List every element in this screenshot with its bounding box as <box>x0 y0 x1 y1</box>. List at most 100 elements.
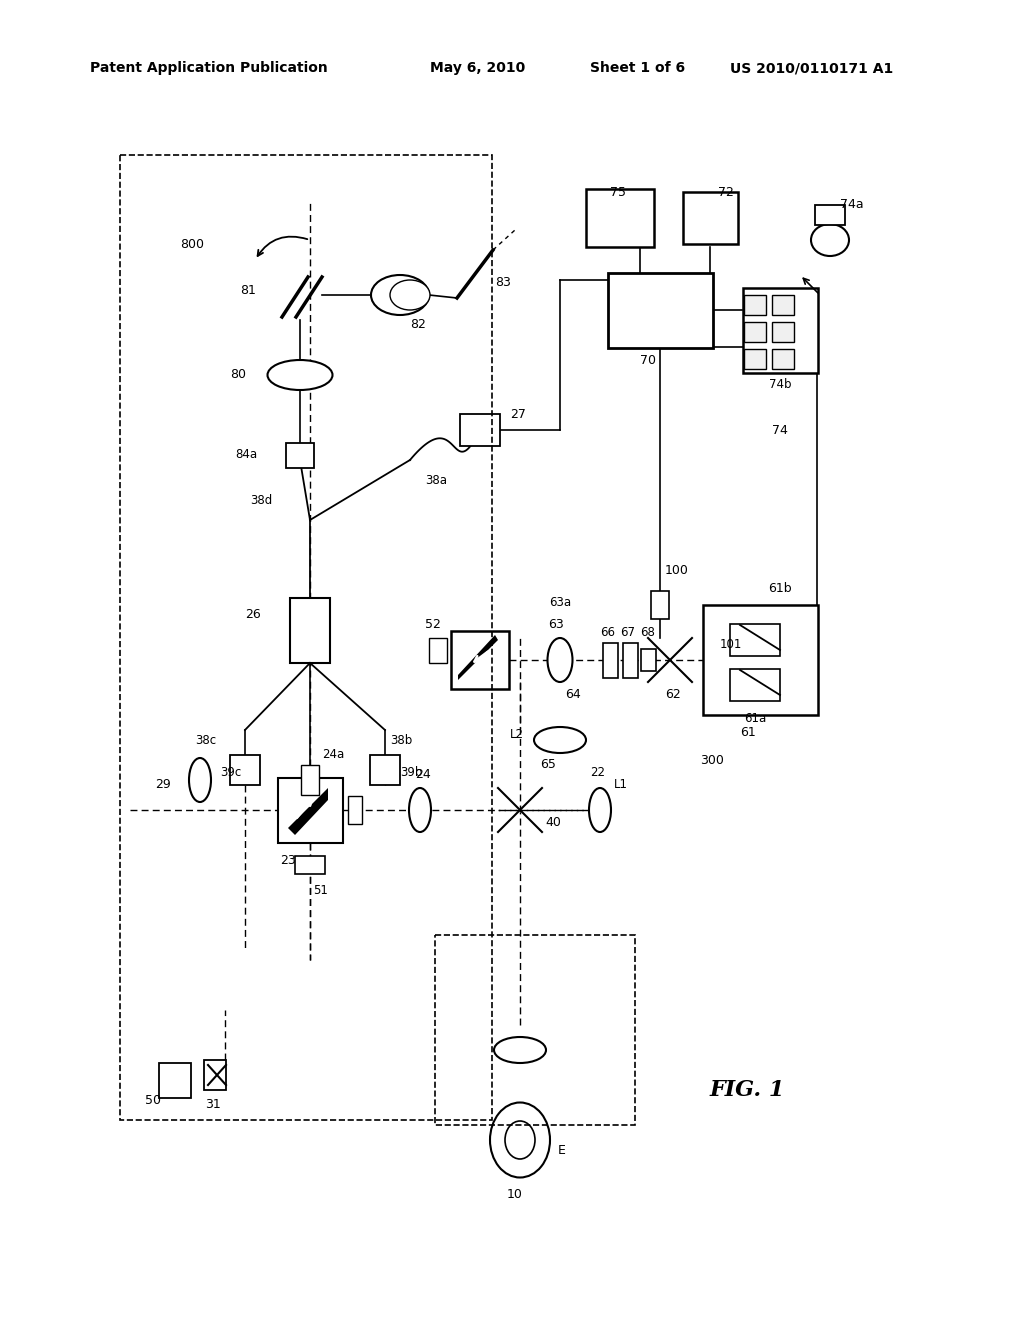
Text: 82: 82 <box>410 318 426 331</box>
Bar <box>120 154 492 1119</box>
Text: 67: 67 <box>620 626 635 639</box>
Text: L1: L1 <box>614 779 628 792</box>
Text: 81: 81 <box>240 284 256 297</box>
Bar <box>204 1060 226 1090</box>
Text: 74a: 74a <box>840 198 863 211</box>
Text: 68: 68 <box>640 626 655 639</box>
Text: E: E <box>558 1143 566 1156</box>
Ellipse shape <box>409 788 431 832</box>
Ellipse shape <box>811 224 849 256</box>
Bar <box>586 189 654 247</box>
Bar <box>730 624 780 656</box>
Text: 101: 101 <box>720 639 742 652</box>
Text: 800: 800 <box>180 239 204 252</box>
Text: 72: 72 <box>718 186 734 199</box>
Bar <box>623 643 638 677</box>
Bar <box>742 288 817 372</box>
Text: 100: 100 <box>665 564 689 577</box>
Text: 66: 66 <box>600 626 615 639</box>
Text: 40: 40 <box>545 816 561 829</box>
Text: 84a: 84a <box>234 449 257 462</box>
Text: 39c: 39c <box>220 766 242 779</box>
Text: 27: 27 <box>510 408 526 421</box>
Text: 64: 64 <box>565 689 581 701</box>
Text: 61: 61 <box>740 726 756 738</box>
Ellipse shape <box>390 280 430 310</box>
Text: 61a: 61a <box>743 711 766 725</box>
Ellipse shape <box>589 788 611 832</box>
Text: 31: 31 <box>205 1098 221 1111</box>
Bar <box>278 777 342 842</box>
Ellipse shape <box>371 275 429 315</box>
Bar <box>295 855 325 874</box>
Text: 63: 63 <box>548 619 564 631</box>
Text: 26: 26 <box>245 609 261 622</box>
Text: 29: 29 <box>155 779 171 792</box>
Ellipse shape <box>189 758 211 803</box>
Bar <box>651 591 669 619</box>
Text: FIG. 1: FIG. 1 <box>710 1078 785 1101</box>
Bar <box>429 638 447 663</box>
Ellipse shape <box>534 727 586 752</box>
Text: L2: L2 <box>510 729 524 742</box>
Bar <box>730 669 780 701</box>
Bar <box>815 205 845 224</box>
Ellipse shape <box>267 360 333 389</box>
Bar <box>640 649 655 671</box>
Bar <box>702 605 817 715</box>
Text: 80: 80 <box>230 368 246 381</box>
Text: 39b: 39b <box>400 766 422 779</box>
Text: 23: 23 <box>280 854 296 866</box>
Bar <box>772 294 794 315</box>
Bar <box>772 322 794 342</box>
Text: 63a: 63a <box>549 595 571 609</box>
Text: 74: 74 <box>772 424 787 437</box>
Bar <box>435 935 635 1125</box>
Text: 62: 62 <box>665 689 681 701</box>
Text: 65: 65 <box>540 759 556 771</box>
Text: 24: 24 <box>415 768 431 781</box>
Text: 10: 10 <box>507 1188 523 1201</box>
Text: 38d: 38d <box>250 494 272 507</box>
Text: 38a: 38a <box>425 474 447 487</box>
Bar <box>683 191 737 244</box>
Bar <box>286 442 314 467</box>
Polygon shape <box>288 788 328 836</box>
Bar <box>290 598 330 663</box>
Bar <box>460 414 500 446</box>
Ellipse shape <box>548 638 572 682</box>
Text: 38b: 38b <box>390 734 413 747</box>
Bar <box>607 272 713 347</box>
Text: 74b: 74b <box>769 379 792 392</box>
Text: 38c: 38c <box>195 734 216 747</box>
Ellipse shape <box>494 1038 546 1063</box>
Text: May 6, 2010: May 6, 2010 <box>430 61 525 75</box>
Bar <box>602 643 617 677</box>
Text: 75: 75 <box>610 186 626 199</box>
Text: Patent Application Publication: Patent Application Publication <box>90 61 328 75</box>
Text: 61b: 61b <box>768 582 792 594</box>
Text: 50: 50 <box>145 1093 161 1106</box>
Bar <box>451 631 509 689</box>
Text: Sheet 1 of 6: Sheet 1 of 6 <box>590 61 685 75</box>
Text: 24a: 24a <box>322 748 344 762</box>
Text: 52: 52 <box>425 619 441 631</box>
Bar <box>744 322 766 342</box>
Text: 22: 22 <box>590 766 605 779</box>
Bar <box>744 348 766 370</box>
Text: 83: 83 <box>495 276 511 289</box>
Text: 51: 51 <box>313 883 328 896</box>
Bar <box>348 796 362 824</box>
Bar <box>744 294 766 315</box>
Bar <box>230 755 260 785</box>
Bar <box>159 1063 191 1097</box>
Ellipse shape <box>505 1121 535 1159</box>
Text: 70: 70 <box>640 354 656 367</box>
Bar <box>370 755 400 785</box>
Text: US 2010/0110171 A1: US 2010/0110171 A1 <box>730 61 893 75</box>
Polygon shape <box>458 635 498 680</box>
Text: 300: 300 <box>700 754 724 767</box>
Bar <box>301 766 319 795</box>
Bar <box>772 348 794 370</box>
Ellipse shape <box>490 1102 550 1177</box>
